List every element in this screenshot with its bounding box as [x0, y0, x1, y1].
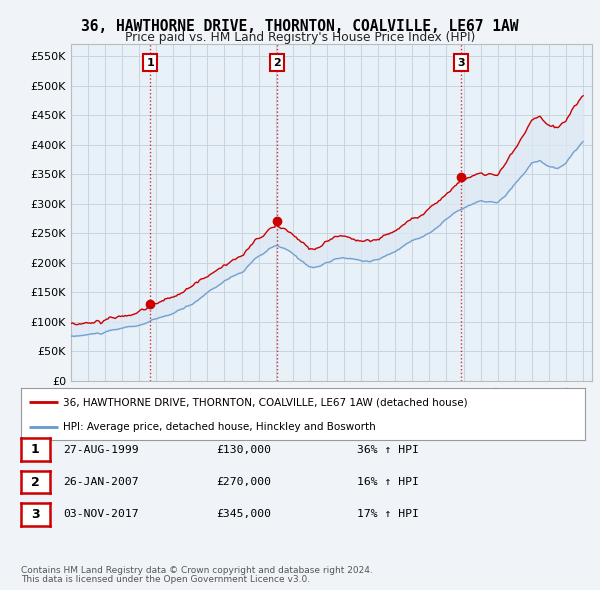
Text: 26-JAN-2007: 26-JAN-2007 [63, 477, 139, 487]
Text: 36, HAWTHORNE DRIVE, THORNTON, COALVILLE, LE67 1AW: 36, HAWTHORNE DRIVE, THORNTON, COALVILLE… [81, 19, 519, 34]
Text: £270,000: £270,000 [216, 477, 271, 487]
Text: 1: 1 [146, 58, 154, 68]
Text: This data is licensed under the Open Government Licence v3.0.: This data is licensed under the Open Gov… [21, 575, 310, 584]
Text: £345,000: £345,000 [216, 510, 271, 519]
Text: £130,000: £130,000 [216, 445, 271, 454]
Text: 17% ↑ HPI: 17% ↑ HPI [357, 510, 419, 519]
Text: 16% ↑ HPI: 16% ↑ HPI [357, 477, 419, 487]
Text: 3: 3 [31, 508, 40, 521]
Text: 27-AUG-1999: 27-AUG-1999 [63, 445, 139, 454]
Text: 2: 2 [31, 476, 40, 489]
Text: HPI: Average price, detached house, Hinckley and Bosworth: HPI: Average price, detached house, Hinc… [64, 422, 376, 431]
Text: Price paid vs. HM Land Registry's House Price Index (HPI): Price paid vs. HM Land Registry's House … [125, 31, 475, 44]
Text: Contains HM Land Registry data © Crown copyright and database right 2024.: Contains HM Land Registry data © Crown c… [21, 566, 373, 575]
Text: 03-NOV-2017: 03-NOV-2017 [63, 510, 139, 519]
Text: 2: 2 [273, 58, 281, 68]
Text: 1: 1 [31, 443, 40, 456]
Text: 36, HAWTHORNE DRIVE, THORNTON, COALVILLE, LE67 1AW (detached house): 36, HAWTHORNE DRIVE, THORNTON, COALVILLE… [64, 397, 468, 407]
Text: 3: 3 [457, 58, 464, 68]
Text: 36% ↑ HPI: 36% ↑ HPI [357, 445, 419, 454]
